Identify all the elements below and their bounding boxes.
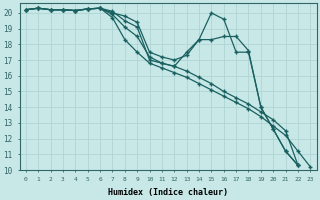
X-axis label: Humidex (Indice chaleur): Humidex (Indice chaleur) [108,188,228,197]
